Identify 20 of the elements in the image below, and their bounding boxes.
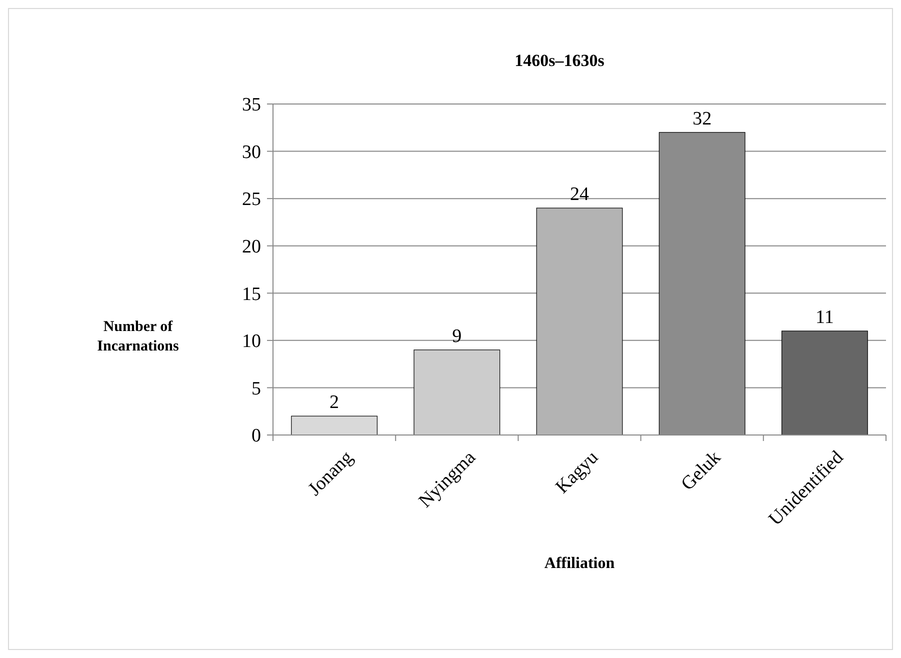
y-tick-label: 20 — [242, 236, 261, 258]
y-axis-title: Number of Incarnations — [97, 319, 179, 354]
bar — [291, 416, 378, 436]
y-tick-label: 25 — [242, 189, 261, 210]
data-label: 32 — [692, 108, 712, 130]
data-label: 24 — [570, 184, 590, 206]
data-label: 9 — [452, 326, 462, 347]
chart-title: 1460s–1630s — [514, 51, 605, 70]
y-tick-label: 0 — [252, 426, 261, 447]
bar — [536, 208, 623, 436]
data-label: 11 — [816, 306, 834, 328]
bar — [781, 330, 868, 436]
y-tick-label: 35 — [242, 94, 261, 116]
data-label: 2 — [330, 392, 340, 414]
x-axis-title: Affiliation — [544, 555, 615, 572]
y-tick-label: 10 — [242, 331, 261, 352]
bar — [414, 350, 500, 436]
y-tick-label: 5 — [252, 378, 261, 400]
y-tick-label: 15 — [242, 284, 261, 305]
y-tick-label: 30 — [242, 142, 261, 163]
